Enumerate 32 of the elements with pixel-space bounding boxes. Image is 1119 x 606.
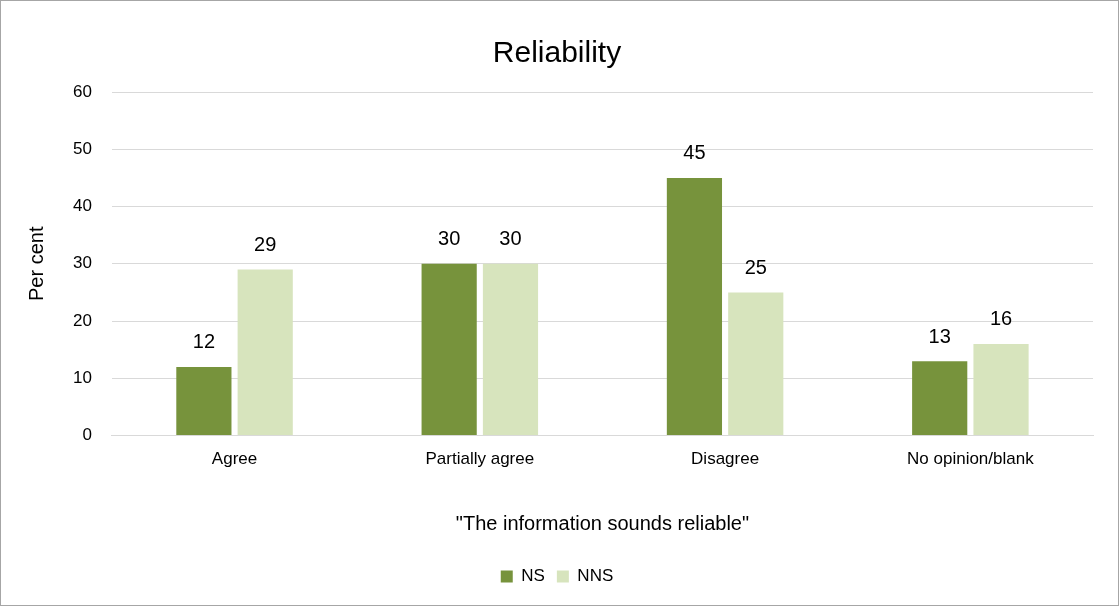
y-tick-label: 30	[72, 253, 92, 273]
data-label: 25	[744, 255, 767, 278]
bar	[482, 263, 539, 436]
bar	[728, 292, 784, 436]
x-tick-label: Agree	[211, 449, 258, 469]
y-tick-label: 50	[72, 138, 92, 158]
x-tick-label: No opinion/blank	[907, 449, 1035, 469]
x-tick-label: Disagree	[691, 449, 760, 469]
y-axis-title: Per cent	[24, 226, 47, 302]
data-label: 16	[989, 307, 1013, 330]
data-label: 30	[438, 227, 461, 250]
bar	[973, 343, 1029, 436]
chart-title: Reliability	[492, 35, 622, 69]
legend-label: NNS	[577, 566, 614, 586]
y-tick-label: 40	[72, 196, 92, 216]
legend-label: NS	[521, 566, 545, 586]
bar	[237, 269, 293, 436]
bar	[176, 366, 232, 436]
data-label: 45	[683, 141, 706, 164]
x-tick-label: Partially agree	[425, 449, 535, 469]
x-axis-title: "The information sounds reliable"	[455, 511, 750, 534]
bar	[912, 361, 968, 436]
y-tick-label: 10	[72, 368, 92, 388]
data-label: 29	[254, 233, 277, 256]
bar	[666, 177, 723, 436]
bar	[421, 263, 477, 436]
y-tick-label: 20	[72, 310, 92, 330]
data-label: 12	[192, 330, 216, 353]
data-label: 13	[928, 324, 951, 347]
y-tick-label: 0	[82, 425, 92, 445]
data-label: 30	[499, 227, 522, 250]
y-tick-label: 60	[72, 81, 92, 101]
